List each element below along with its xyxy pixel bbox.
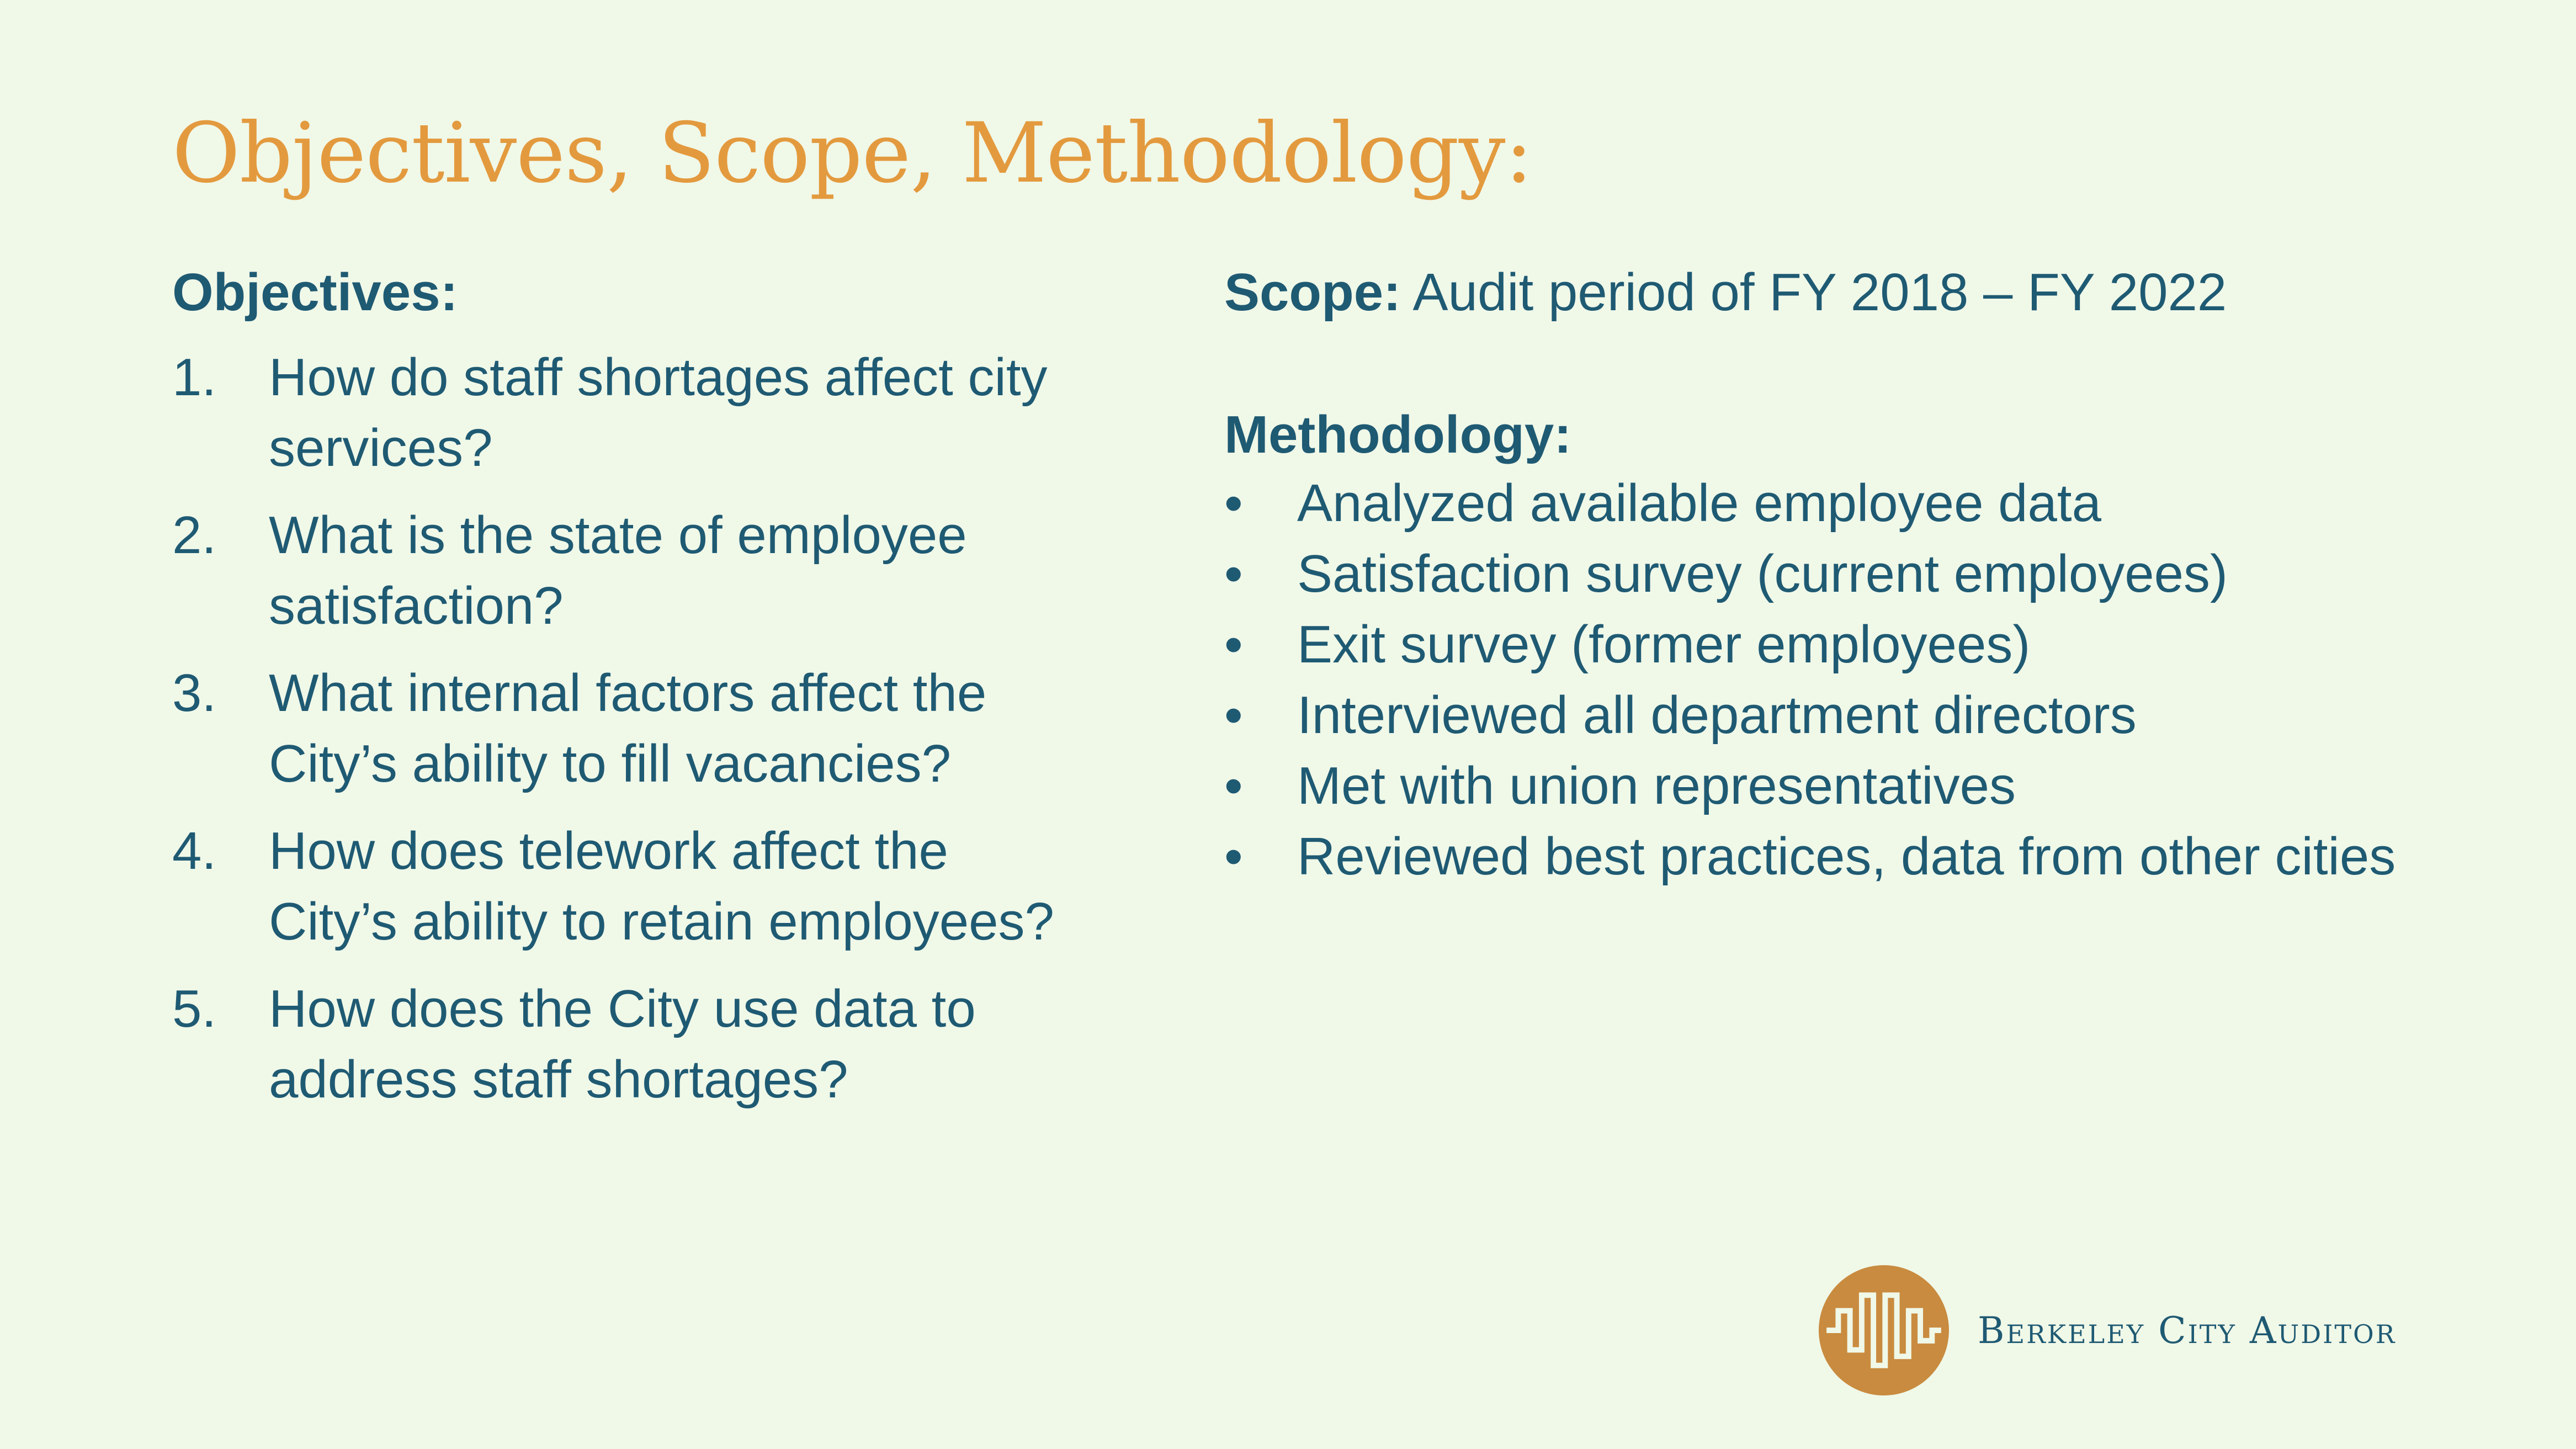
scope-methodology-section: Scope: Audit period of FY 2018 – FY 2022… — [1224, 259, 2494, 892]
scope-text: Audit period of FY 2018 – FY 2022 — [1412, 263, 2227, 322]
methodology-text: Satisfaction survey (current employees) — [1297, 544, 2228, 603]
methodology-heading: Methodology: — [1224, 405, 1572, 464]
bullet-icon: • — [1224, 686, 1243, 745]
scope-label: Scope: — [1224, 263, 1401, 322]
objective-number: 3. — [172, 664, 217, 723]
methodology-item: • Met with union representatives — [1224, 751, 2494, 821]
methodology-text: Reviewed best practices, data from other… — [1297, 827, 2396, 886]
bullet-icon: • — [1224, 544, 1243, 603]
berkeley-city-auditor-logo: Berkeley City Auditor — [1819, 1265, 2396, 1395]
methodology-item: • Analyzed available employee data — [1224, 468, 2494, 539]
slide-title: Objectives, Scope, Methodology: — [172, 105, 1533, 201]
objective-text: How does the City use data to address st… — [269, 979, 976, 1109]
objective-item: 1. How do staff shortages affect city se… — [172, 342, 1083, 484]
objective-item: 4. How does telework affect the City’s a… — [172, 816, 1083, 957]
waveform-circle-icon — [1819, 1265, 1949, 1395]
bullet-icon: • — [1224, 827, 1243, 886]
bullet-icon: • — [1224, 474, 1243, 533]
objective-text: How do staff shortages affect city servi… — [269, 348, 1048, 477]
methodology-item: • Interviewed all department directors — [1224, 680, 2494, 751]
objective-item: 2. What is the state of employee satisfa… — [172, 500, 1083, 641]
methodology-text: Met with union representatives — [1297, 756, 2016, 815]
bullet-icon: • — [1224, 615, 1243, 674]
objective-item: 5. How does the City use data to address… — [172, 974, 1083, 1115]
logo-text: Berkeley City Auditor — [1978, 1309, 2397, 1352]
objective-item: 3. What internal factors affect the City… — [172, 658, 1083, 799]
objectives-list: 1. How do staff shortages affect city se… — [172, 342, 1083, 1115]
objectives-section: Objectives: 1. How do staff shortages af… — [172, 259, 1083, 1132]
methodology-item: • Reviewed best practices, data from oth… — [1224, 821, 2494, 892]
objective-text: What is the state of employee satisfacti… — [269, 506, 967, 635]
objective-text: What internal factors affect the City’s … — [269, 664, 987, 793]
methodology-item: • Exit survey (former employees) — [1224, 609, 2494, 680]
objective-number: 4. — [172, 821, 217, 880]
methodology-text: Exit survey (former employees) — [1297, 615, 2031, 674]
bullet-icon: • — [1224, 756, 1243, 815]
methodology-text: Interviewed all department directors — [1297, 686, 2137, 745]
objective-number: 2. — [172, 506, 217, 565]
objective-number: 5. — [172, 979, 217, 1038]
methodology-item: • Satisfaction survey (current employees… — [1224, 539, 2494, 609]
objective-text: How does telework affect the City’s abil… — [269, 821, 1054, 951]
objectives-heading: Objectives: — [172, 263, 458, 322]
objective-number: 1. — [172, 348, 217, 407]
methodology-text: Analyzed available employee data — [1297, 474, 2101, 533]
scope-line: Scope: Audit period of FY 2018 – FY 2022 — [1224, 259, 2494, 326]
methodology-list: • Analyzed available employee data • Sat… — [1224, 468, 2494, 892]
